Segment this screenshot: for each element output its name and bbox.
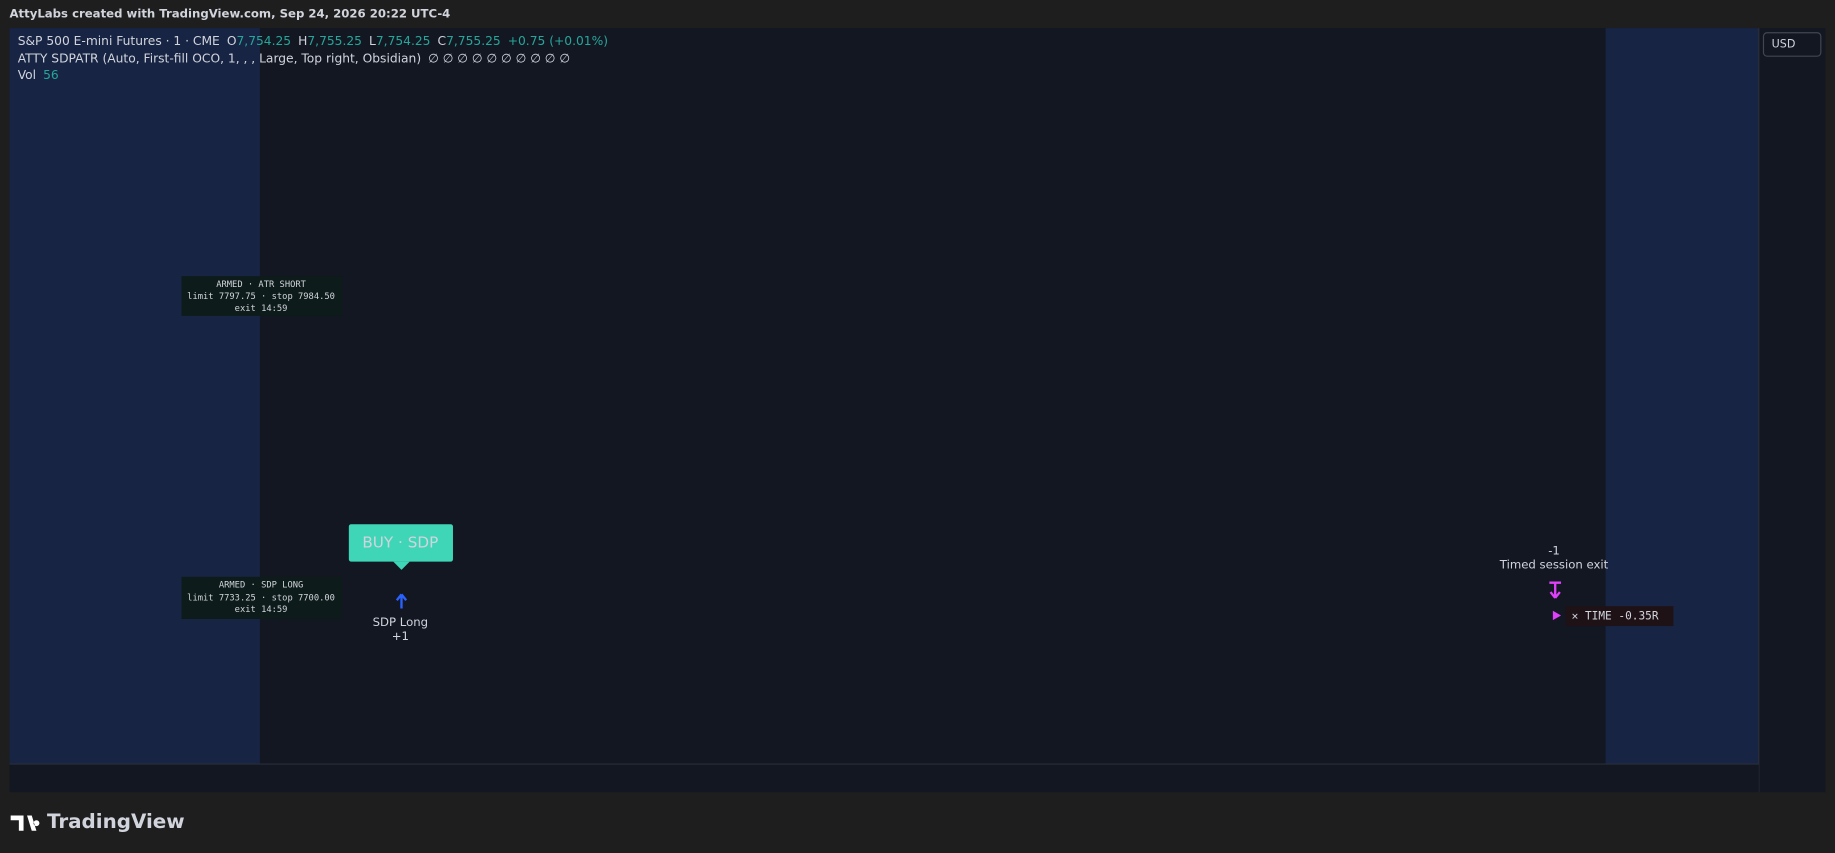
close: 7,755.25 [446, 33, 501, 47]
long-box-line: ARMED · SDP LONG [219, 581, 303, 591]
c-label: C [438, 33, 447, 47]
high: 7,755.25 [307, 33, 362, 47]
buy-label-box [348, 524, 453, 562]
entry-arrow [395, 593, 408, 609]
annotations: ARMED · ATR SHORT limit 7797.75 · stop 7… [181, 276, 1674, 643]
legend-indicator: ATTY SDPATR (Auto, First-fill OCO, 1, , … [18, 51, 570, 65]
exit-arrow [1549, 581, 1562, 599]
post-session-shade [1605, 28, 1759, 765]
l-label: L [369, 33, 376, 47]
exit-result: ✕ TIME -0.35R [1572, 610, 1659, 623]
long-box-line: limit 7733.25 · stop 7700.00 [187, 593, 335, 603]
exit-result-box [1565, 606, 1674, 627]
exit-label: Timed session exit [1499, 558, 1609, 572]
footer-brand: TradingView [47, 810, 185, 833]
entry-qty: +1 [392, 629, 409, 643]
short-box-line: limit 7797.75 · stop 7984.50 [187, 292, 335, 302]
open: 7,754.25 [236, 33, 291, 47]
long-box-line: exit 14:59 [235, 605, 288, 615]
short-box-line: exit 14:59 [235, 304, 288, 314]
legend-symbol: S&P 500 E-mini Futures · 1 · CME O7,754.2… [18, 33, 608, 47]
o-label: O [227, 33, 237, 47]
entry-label: SDP Long [373, 615, 428, 629]
price-axis [1758, 28, 1826, 793]
long-box [181, 576, 342, 619]
low: 7,754.25 [376, 33, 431, 47]
currency-button[interactable] [1762, 32, 1822, 57]
h-label: H [298, 33, 307, 47]
change: +0.75 (+0.01%) [508, 33, 608, 47]
vol: 56 [43, 67, 59, 81]
symbol: S&P 500 E-mini Futures · 1 · CME [18, 33, 220, 47]
pre-session-shade [9, 28, 260, 765]
short-box-line: ARMED · ATR SHORT [216, 280, 306, 290]
brand-logo [10, 815, 40, 831]
indicator-values: ∅ ∅ ∅ ∅ ∅ ∅ ∅ ∅ ∅ ∅ [428, 51, 570, 65]
exit-marker [1552, 610, 1562, 621]
header-title: AttyLabs created with TradingView.com, S… [10, 7, 451, 21]
legend-volume: Vol 56 [18, 67, 59, 81]
currency[interactable]: USD [1772, 37, 1796, 50]
vol-label: Vol [18, 67, 36, 81]
buy-label-pointer [393, 561, 410, 570]
indicator: ATTY SDPATR (Auto, First-fill OCO, 1, , … [18, 51, 421, 65]
exit-qty: -1 [1548, 544, 1560, 558]
chart-pane [9, 28, 1759, 765]
buy-label: BUY · SDP [362, 533, 438, 551]
time-axis [9, 764, 1759, 793]
short-box [181, 276, 342, 316]
